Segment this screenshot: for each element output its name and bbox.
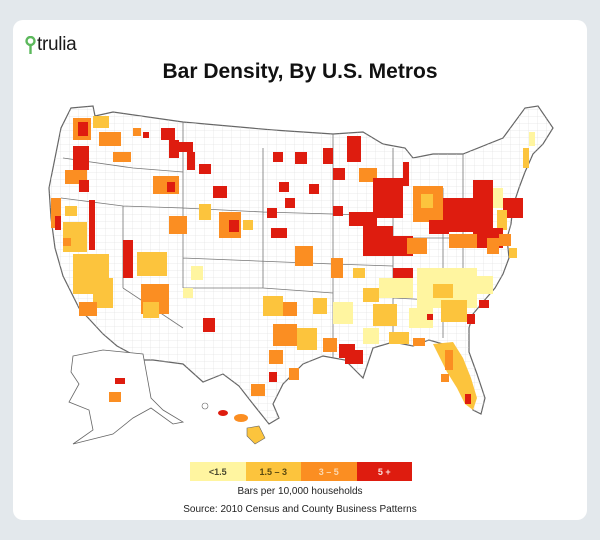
legend-bin-high: 5 + <box>356 462 412 481</box>
region-california <box>51 198 113 316</box>
region-alaska <box>68 349 185 445</box>
region-pacific-northwest <box>65 116 149 192</box>
infographic-card: trulia Bar Density, By U.S. Metros <box>13 20 587 520</box>
region-florida <box>433 342 477 410</box>
us-map <box>48 105 554 445</box>
legend-bin-low: <1.5 <box>190 462 246 481</box>
map-pin-icon <box>25 36 36 54</box>
region-hawaii <box>201 402 266 445</box>
region-gulf-texas <box>251 296 363 396</box>
legend-label: 3 – 5 <box>318 466 339 477</box>
legend-bin-mid-low: 1.5 – 3 <box>245 462 301 481</box>
region-southeast <box>333 268 493 346</box>
source-note: Source: 2010 Census and County Business … <box>183 504 417 515</box>
region-northeast <box>429 132 535 258</box>
legend: <1.5 1.5 – 3 3 – 5 5 + <box>190 462 412 481</box>
trulia-logo: trulia <box>25 33 77 57</box>
logo-text: trulia <box>37 34 77 55</box>
legend-bin-mid-high: 3 – 5 <box>301 462 357 481</box>
legend-label: 1.5 – 3 <box>259 466 288 477</box>
legend-caption: Bars per 10,000 households <box>237 486 363 497</box>
chart-title: Bar Density, By U.S. Metros <box>162 60 438 83</box>
region-mountain-west <box>123 128 253 332</box>
legend-label: 5 + <box>377 466 391 477</box>
legend-label: <1.5 <box>208 466 227 477</box>
